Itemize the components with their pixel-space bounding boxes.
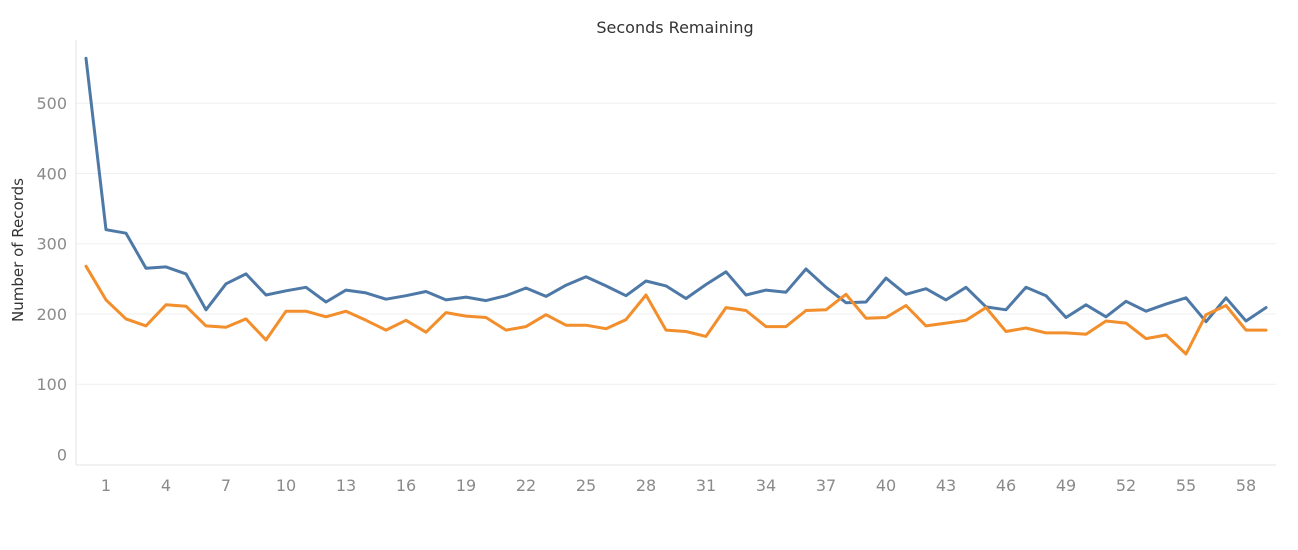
x-tick-label: 31 [696, 476, 716, 495]
x-tick-label: 49 [1056, 476, 1076, 495]
x-tick-label: 25 [576, 476, 596, 495]
series-line-2 [84, 264, 1268, 356]
y-tick-label: 300 [36, 235, 67, 254]
gridlines [76, 102, 1276, 385]
x-tick-label: 46 [996, 476, 1016, 495]
x-tick-label: 1 [101, 476, 111, 495]
x-tick-label: 13 [336, 476, 356, 495]
x-tick-label: 37 [816, 476, 836, 495]
series-lines [84, 56, 1268, 356]
x-tick-label: 43 [936, 476, 956, 495]
x-tick-label: 55 [1176, 476, 1196, 495]
x-tick-label: 22 [516, 476, 536, 495]
x-tick-label: 4 [161, 476, 171, 495]
x-tick-label: 40 [876, 476, 896, 495]
chart-title: Seconds Remaining [596, 18, 753, 37]
y-tick-label: 400 [36, 164, 67, 183]
axes [75, 40, 1276, 466]
y-tick-label: 100 [36, 375, 67, 394]
x-tick-label: 7 [221, 476, 231, 495]
y-axis-ticks: 0 100 200 300 400 500 [36, 94, 67, 464]
x-tick-label: 10 [276, 476, 296, 495]
x-axis-ticks: 1 4 7 10 13 16 19 22 25 28 31 34 37 40 43 46 49 52 55 58 [101, 476, 1256, 495]
x-tick-label: 16 [396, 476, 416, 495]
y-tick-label: 500 [36, 94, 67, 113]
y-axis-label: Number of Records [9, 178, 27, 322]
x-tick-label: 52 [1116, 476, 1136, 495]
y-tick-label: 0 [57, 445, 67, 464]
x-tick-label: 58 [1236, 476, 1256, 495]
series-line-1 [84, 56, 1268, 324]
x-tick-label: 28 [636, 476, 656, 495]
x-tick-label: 19 [456, 476, 476, 495]
y-tick-label: 200 [36, 305, 67, 324]
x-tick-label: 34 [756, 476, 776, 495]
